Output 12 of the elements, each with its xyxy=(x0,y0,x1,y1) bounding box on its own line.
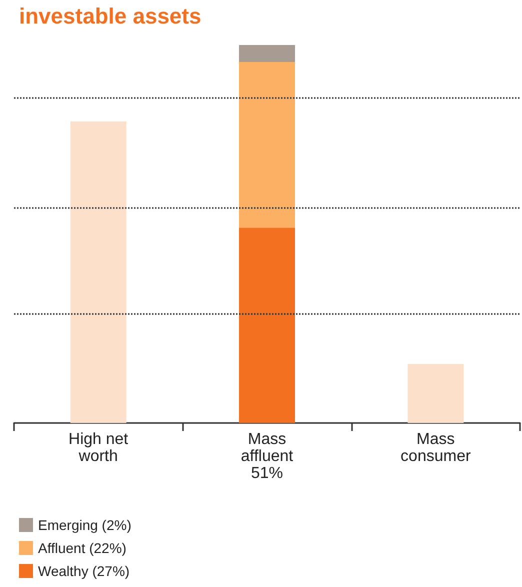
x-tick-label: High net worth xyxy=(68,431,129,465)
chart-title: investable assets xyxy=(19,4,202,28)
bar xyxy=(239,62,295,228)
x-tick-label: Mass affluent 51% xyxy=(240,431,294,482)
bar xyxy=(239,45,295,62)
legend-label: Wealthy (27%) xyxy=(38,563,130,579)
bar xyxy=(239,228,295,423)
legend-label: Affluent (22%) xyxy=(38,540,126,556)
legend-label: Emerging (2%) xyxy=(38,517,132,533)
bar xyxy=(70,121,126,423)
x-tick-label: Mass consumer xyxy=(400,431,472,465)
bar xyxy=(408,364,464,423)
